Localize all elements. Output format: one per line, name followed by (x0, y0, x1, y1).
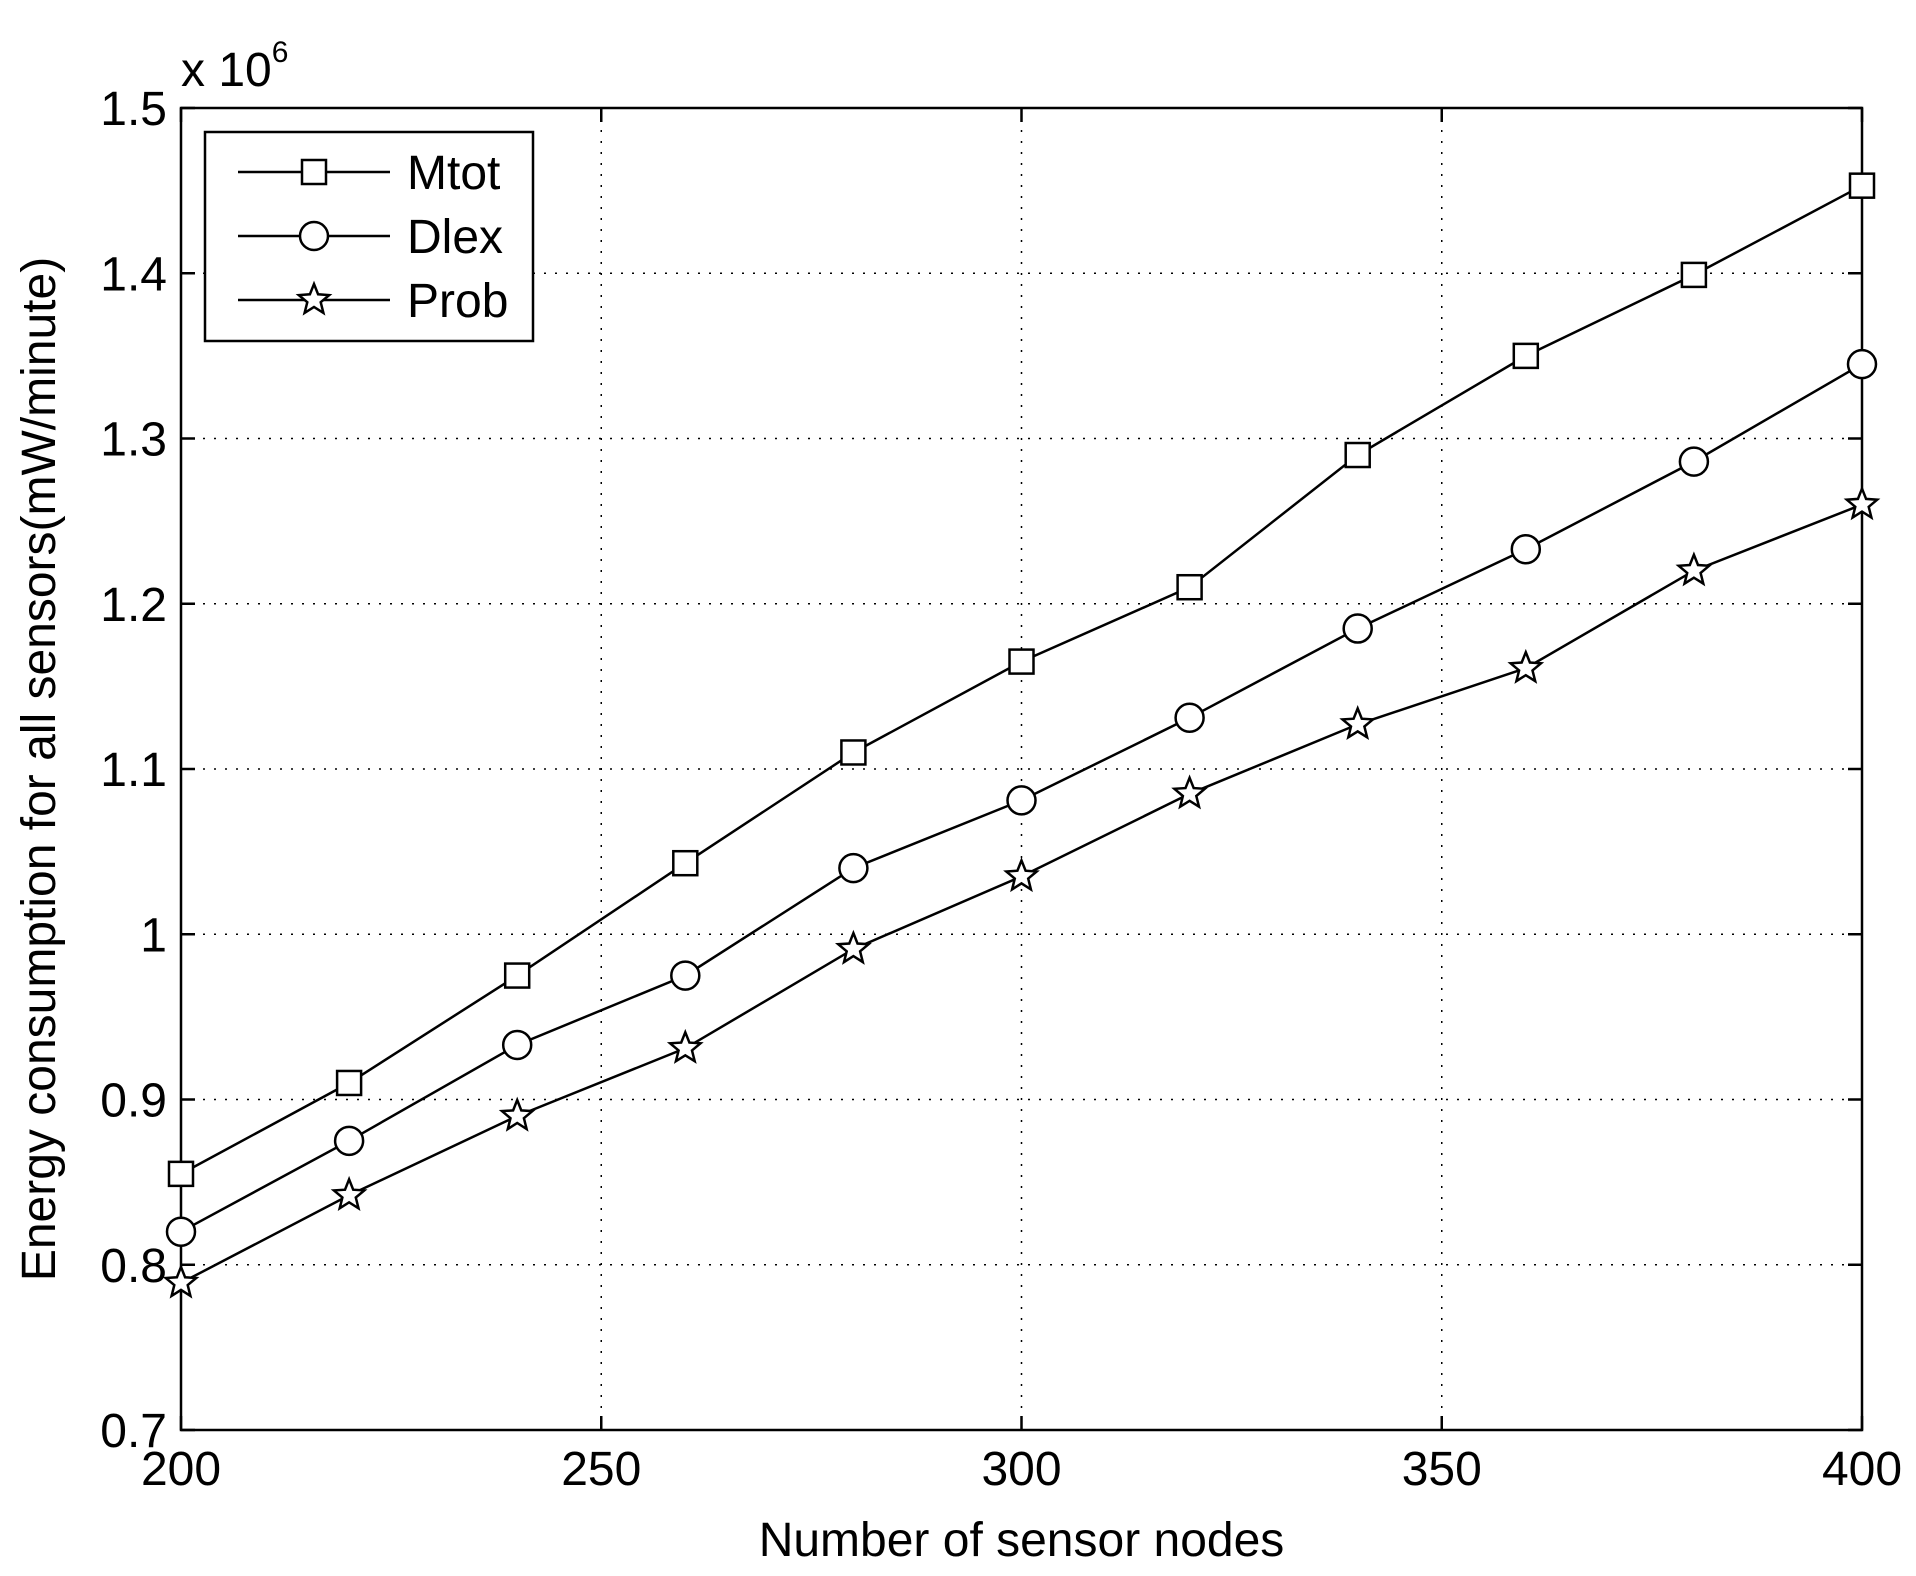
data-point-prob (330, 1175, 368, 1212)
data-point-mtot (1848, 172, 1876, 199)
x-tick-label: 200 (141, 1443, 221, 1496)
data-point-prob (1843, 485, 1881, 521)
x-tick-label: 400 (1822, 1443, 1902, 1496)
data-point-prob (1675, 551, 1713, 587)
data-point-dlex (1342, 613, 1373, 644)
y-tick-label: 1.3 (100, 414, 167, 467)
x-axis-label: Number of sensor nodes (759, 1514, 1285, 1567)
data-point-prob (666, 1028, 704, 1064)
data-point-mtot (1680, 261, 1708, 289)
legend-item-dlex: Dlex (238, 211, 503, 264)
grid (181, 108, 1862, 1430)
data-point-prob (498, 1096, 536, 1132)
legend-items: Mtot Dlex Prob (238, 147, 508, 328)
data-point-dlex (501, 1029, 533, 1061)
data-point-dlex (1510, 533, 1542, 565)
data-point-mtot (840, 739, 867, 766)
data-point-mtot (672, 849, 699, 877)
legend: Mtot Dlex Prob (203, 130, 535, 343)
data-point-prob (1003, 857, 1040, 893)
series-mtot (167, 172, 1876, 1188)
data-point-mtot (1512, 342, 1540, 370)
legend-marker-dlex (298, 220, 330, 252)
data-point-mtot (503, 962, 531, 989)
data-point-prob (1339, 705, 1377, 741)
y-tick-label: 1.4 (100, 248, 167, 301)
y-multiplier-label: x 106 (181, 36, 288, 97)
y-multiplier-exponent: 6 (272, 36, 289, 69)
y-tick-label: 1.2 (100, 579, 167, 632)
x-tick-label: 300 (981, 1443, 1061, 1496)
legend-item-prob: Prob (238, 275, 508, 328)
legend-marker-prob (295, 280, 333, 316)
y-tick-label: 1.5 (100, 83, 167, 136)
data-point-mtot (167, 1160, 195, 1188)
y-tick-label: 0.7 (100, 1405, 167, 1458)
data-point-prob (1507, 648, 1545, 684)
data-point-prob (162, 1263, 200, 1299)
y-axis-label: Energy consumption for all sensors(mW/mi… (13, 257, 66, 1281)
legend-item-mtot: Mtot (238, 147, 500, 200)
data-point-prob (834, 929, 872, 965)
legend-label: Mtot (407, 147, 500, 200)
series-dlex (165, 348, 1878, 1247)
data-point-dlex (1846, 348, 1878, 380)
data-point-mtot (1176, 573, 1203, 601)
data-point-dlex (1174, 702, 1205, 734)
data-point-prob (1171, 774, 1208, 810)
y-tick-label: 1 (140, 909, 167, 962)
series-prob (162, 485, 1881, 1299)
legend-label: Prob (407, 275, 508, 328)
data-point-dlex (670, 960, 701, 991)
data-point-dlex (1678, 446, 1710, 477)
x-tick-label: 250 (561, 1443, 641, 1496)
legend-label: Dlex (407, 211, 503, 264)
y-tick-label: 0.8 (100, 1240, 167, 1293)
data-point-dlex (165, 1216, 197, 1247)
y-multiplier-base: x 10 (181, 44, 272, 97)
series-group (162, 172, 1881, 1299)
x-tick-label: 350 (1402, 1443, 1482, 1496)
legend-marker-mtot (300, 158, 328, 186)
data-point-dlex (1006, 785, 1037, 816)
data-point-mtot (1008, 648, 1035, 675)
axis-ticks: 200 250 300 350 400 0.7 0.8 0.9 1 1.1 1.2 1.3 1.4 1.5 (100, 83, 1902, 1496)
data-point-dlex (838, 852, 869, 884)
y-tick-label: 1.1 (100, 744, 167, 797)
data-point-mtot (1344, 441, 1371, 469)
y-tick-label: 0.9 (100, 1075, 167, 1128)
data-point-mtot (335, 1069, 363, 1097)
data-point-dlex (333, 1125, 365, 1157)
